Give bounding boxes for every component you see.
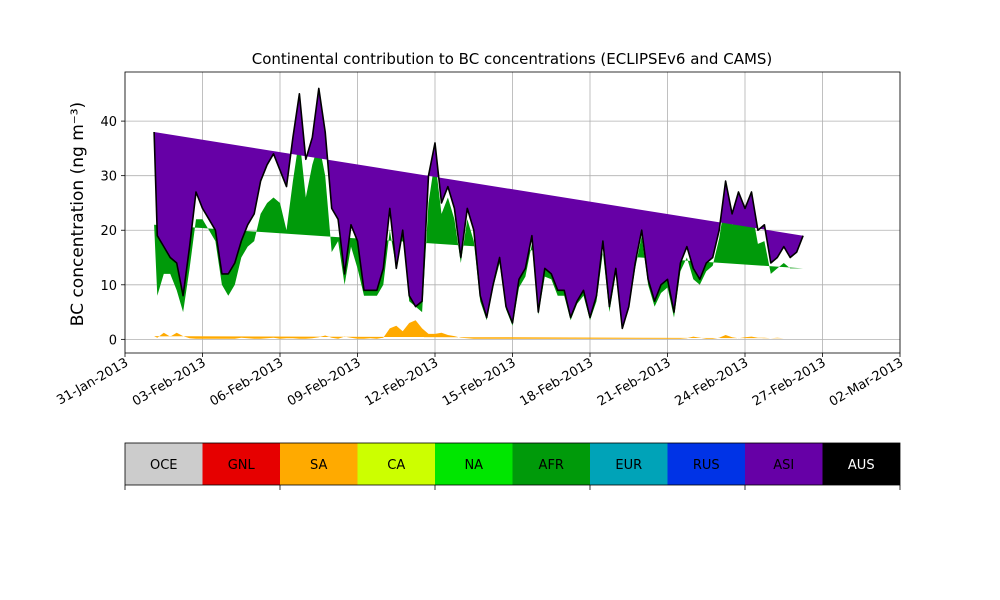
colorbar-frame — [124, 442, 901, 486]
x-tick-label: 15-Feb-2013 — [440, 355, 519, 409]
colorbar-cell-gnl — [202, 443, 280, 485]
area-asi — [154, 88, 804, 329]
x-tick-label: 09-Feb-2013 — [285, 355, 364, 409]
y-tick-label: 20 — [100, 224, 117, 239]
area-sa — [154, 320, 804, 339]
x-tick-label: 06-Feb-2013 — [207, 355, 286, 409]
colorbar-label: EUR — [615, 458, 642, 473]
y-tick-label: 0 — [109, 333, 117, 348]
colorbar-cell-aus — [822, 443, 900, 485]
colorbar: OCE GNL SA CA NA AFR EUR RUS ASI AUS — [124, 442, 901, 490]
x-tick-label: 21-Feb-2013 — [595, 355, 674, 409]
chart-title: Continental contribution to BC concentra… — [252, 50, 773, 68]
y-tick-label: 40 — [100, 115, 117, 130]
colorbar-label: SA — [310, 458, 327, 473]
plot-frame — [124, 71, 901, 354]
colorbar-label: RUS — [693, 458, 720, 473]
colorbar-cell-na — [435, 443, 513, 485]
colorbar-cell-sa — [280, 443, 358, 485]
x-tick-label: 24-Feb-2013 — [672, 355, 751, 409]
area-afr — [154, 137, 804, 329]
colorbar-label: ASI — [773, 458, 794, 473]
colorbar-cell-rus — [667, 443, 745, 485]
stacked-areas — [153, 87, 804, 339]
colorbar-label: GNL — [228, 458, 256, 473]
x-tick-label: 02-Mar-2013 — [827, 355, 906, 409]
y-axis-label: BC concentration (ng m⁻³) — [68, 102, 88, 326]
y-tick-label: 10 — [100, 279, 117, 294]
x-tick-label: 12-Feb-2013 — [362, 355, 441, 409]
colorbar-label: CA — [387, 458, 405, 473]
x-tick-label: 31-Jan-2013 — [54, 355, 131, 408]
colorbar-cell-afr — [512, 443, 590, 485]
y-tick-label: 30 — [100, 170, 117, 185]
colorbar-cell-asi — [745, 443, 823, 485]
total-line — [153, 87, 804, 330]
x-tick-label: 03-Feb-2013 — [130, 355, 209, 409]
x-tick-label: 27-Feb-2013 — [750, 355, 829, 409]
colorbar-cell-ca — [357, 443, 435, 485]
colorbar-label: NA — [464, 458, 483, 473]
colorbar-label: OCE — [150, 458, 178, 473]
colorbar-label: AUS — [848, 458, 875, 473]
colorbar-cell-eur — [590, 443, 668, 485]
colorbar-label: AFR — [539, 458, 564, 473]
x-tick-label: 18-Feb-2013 — [517, 355, 596, 409]
colorbar-cell-oce — [125, 443, 203, 485]
